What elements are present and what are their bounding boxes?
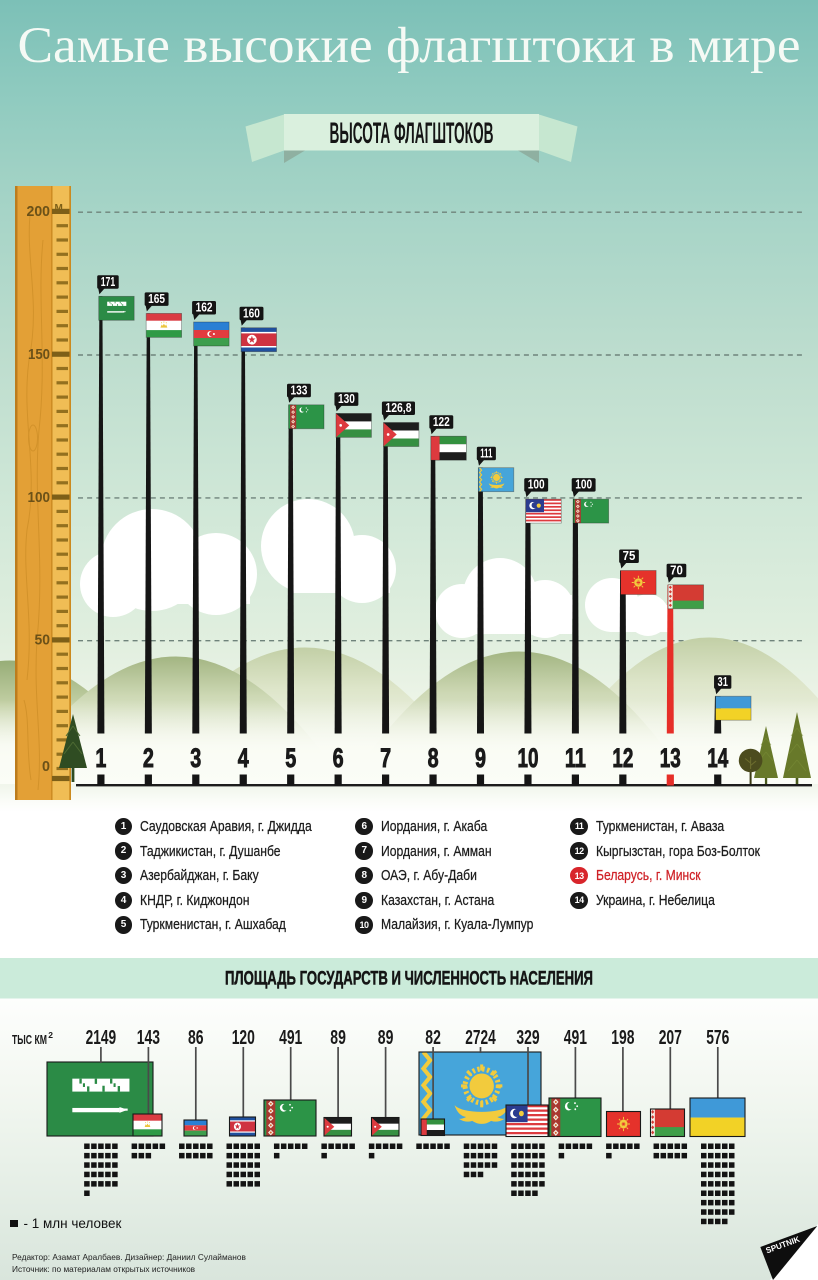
svg-text:3: 3 — [190, 743, 201, 773]
svg-text:2: 2 — [48, 1030, 53, 1040]
svg-text:50: 50 — [35, 633, 51, 649]
svg-text:133: 133 — [291, 383, 308, 397]
svg-text:0: 0 — [42, 759, 50, 775]
svg-text:2149: 2149 — [86, 1026, 117, 1049]
svg-text:120: 120 — [232, 1026, 255, 1049]
svg-text:ВЫСОТА ФЛАГШТОКОВ: ВЫСОТА ФЛАГШТОКОВ — [330, 117, 494, 150]
svg-text:31: 31 — [718, 675, 728, 689]
svg-text:89: 89 — [378, 1026, 394, 1049]
svg-text:ТЫС КМ: ТЫС КМ — [12, 1032, 47, 1047]
svg-text:2: 2 — [143, 743, 154, 773]
svg-text:160: 160 — [243, 306, 260, 320]
svg-text:М: М — [55, 203, 63, 214]
svg-text:7: 7 — [380, 743, 391, 773]
svg-text:86: 86 — [188, 1026, 204, 1049]
svg-text:100: 100 — [575, 478, 592, 492]
svg-text:2724: 2724 — [465, 1026, 496, 1049]
svg-text:75: 75 — [623, 549, 636, 563]
svg-text:491: 491 — [564, 1026, 587, 1049]
svg-text:9: 9 — [475, 743, 486, 773]
svg-text:70: 70 — [670, 563, 683, 577]
svg-text:4: 4 — [238, 743, 249, 773]
svg-text:100: 100 — [28, 490, 51, 506]
svg-text:5: 5 — [285, 743, 296, 773]
svg-text:6: 6 — [333, 743, 344, 773]
svg-text:165: 165 — [148, 292, 165, 306]
svg-text:200: 200 — [27, 204, 51, 220]
svg-text:100: 100 — [528, 478, 545, 492]
svg-text:14: 14 — [707, 743, 728, 773]
svg-text:198: 198 — [611, 1026, 634, 1049]
svg-text:10: 10 — [518, 743, 539, 773]
svg-text:8: 8 — [428, 743, 439, 773]
svg-text:143: 143 — [137, 1026, 160, 1049]
svg-text:1: 1 — [95, 743, 106, 773]
svg-text:329: 329 — [516, 1026, 539, 1049]
svg-text:122: 122 — [433, 415, 450, 429]
svg-text:491: 491 — [279, 1026, 302, 1049]
svg-text:111: 111 — [480, 446, 492, 460]
svg-text:12: 12 — [612, 743, 633, 773]
svg-text:Самые высокие флагштоки в мире: Самые высокие флагштоки в мире — [18, 17, 801, 73]
svg-text:130: 130 — [338, 392, 355, 406]
svg-text:207: 207 — [659, 1026, 682, 1049]
svg-text:89: 89 — [330, 1026, 346, 1049]
svg-text:13: 13 — [660, 743, 681, 773]
svg-text:150: 150 — [28, 347, 50, 363]
svg-text:171: 171 — [101, 275, 116, 289]
svg-text:82: 82 — [425, 1026, 441, 1049]
svg-text:126,8: 126,8 — [385, 401, 411, 415]
svg-text:576: 576 — [706, 1026, 729, 1049]
svg-text:11: 11 — [565, 743, 586, 773]
svg-text:162: 162 — [196, 301, 213, 315]
svg-text:ПЛОЩАДЬ ГОСУДАРСТВ И ЧИСЛЕННОС: ПЛОЩАДЬ ГОСУДАРСТВ И ЧИСЛЕННОСТЬ НАСЕЛЕН… — [225, 969, 593, 990]
